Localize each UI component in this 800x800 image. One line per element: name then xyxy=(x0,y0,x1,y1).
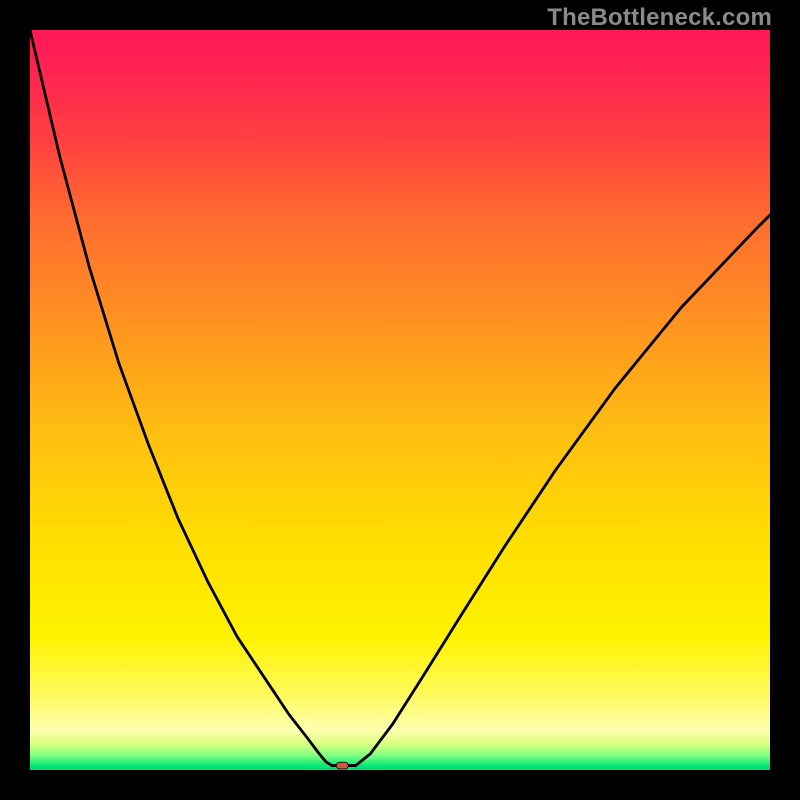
watermark-text: TheBottleneck.com xyxy=(547,4,772,32)
optimal-point-marker xyxy=(336,762,348,769)
chart-frame: TheBottleneck.com xyxy=(0,0,800,800)
chart-background xyxy=(30,30,770,770)
bottleneck-chart xyxy=(30,30,770,770)
